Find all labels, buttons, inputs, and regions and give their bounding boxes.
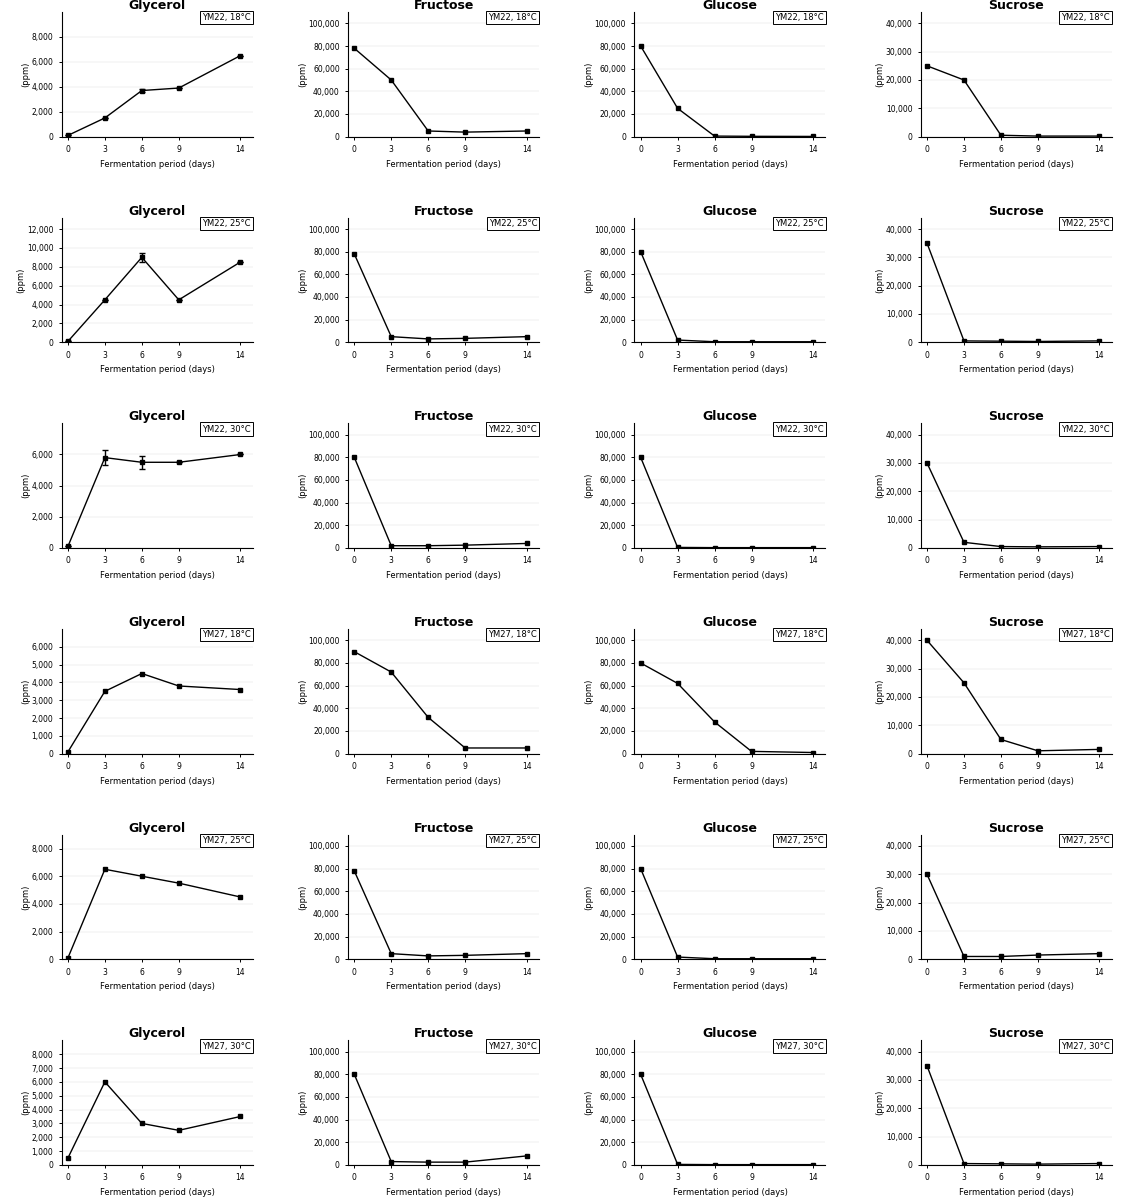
X-axis label: Fermentation period (days): Fermentation period (days) [386, 777, 501, 785]
X-axis label: Fermentation period (days): Fermentation period (days) [386, 1188, 501, 1197]
Y-axis label: (ppm): (ppm) [876, 473, 885, 498]
Title: Glucose: Glucose [703, 204, 757, 217]
X-axis label: Fermentation period (days): Fermentation period (days) [959, 365, 1074, 375]
Text: YM27, 18°C: YM27, 18°C [775, 631, 823, 639]
Y-axis label: (ppm): (ppm) [584, 679, 593, 704]
Title: Glucose: Glucose [703, 1027, 757, 1040]
Y-axis label: (ppm): (ppm) [584, 473, 593, 498]
Y-axis label: (ppm): (ppm) [21, 1091, 30, 1116]
X-axis label: Fermentation period (days): Fermentation period (days) [673, 160, 787, 168]
Title: Glucose: Glucose [703, 616, 757, 629]
Text: YM22, 30°C: YM22, 30°C [489, 425, 537, 434]
Text: YM27, 18°C: YM27, 18°C [1061, 631, 1110, 639]
X-axis label: Fermentation period (days): Fermentation period (days) [673, 1188, 787, 1197]
X-axis label: Fermentation period (days): Fermentation period (days) [100, 365, 214, 375]
Title: Sucrose: Sucrose [988, 204, 1044, 217]
X-axis label: Fermentation period (days): Fermentation period (days) [386, 982, 501, 991]
Text: YM27, 30°C: YM27, 30°C [202, 1041, 250, 1051]
Y-axis label: (ppm): (ppm) [876, 884, 885, 909]
Text: YM22, 30°C: YM22, 30°C [202, 425, 250, 434]
Text: YM27, 25°C: YM27, 25°C [775, 836, 823, 846]
Text: YM22, 18°C: YM22, 18°C [489, 13, 537, 23]
X-axis label: Fermentation period (days): Fermentation period (days) [673, 365, 787, 375]
Y-axis label: (ppm): (ppm) [584, 884, 593, 909]
X-axis label: Fermentation period (days): Fermentation period (days) [959, 160, 1074, 168]
X-axis label: Fermentation period (days): Fermentation period (days) [100, 1188, 214, 1197]
Text: YM22, 25°C: YM22, 25°C [1061, 219, 1110, 228]
Title: Glucose: Glucose [703, 411, 757, 423]
X-axis label: Fermentation period (days): Fermentation period (days) [386, 160, 501, 168]
Y-axis label: (ppm): (ppm) [298, 884, 307, 909]
Y-axis label: (ppm): (ppm) [876, 679, 885, 704]
Y-axis label: (ppm): (ppm) [21, 61, 30, 86]
Text: YM27, 18°C: YM27, 18°C [489, 631, 537, 639]
Text: YM22, 18°C: YM22, 18°C [202, 13, 250, 23]
Text: YM27, 25°C: YM27, 25°C [202, 836, 250, 846]
Title: Fructose: Fructose [413, 411, 474, 423]
Y-axis label: (ppm): (ppm) [584, 268, 593, 293]
Text: YM22, 25°C: YM22, 25°C [202, 219, 250, 228]
Title: Fructose: Fructose [413, 821, 474, 835]
Text: YM27, 30°C: YM27, 30°C [1061, 1041, 1110, 1051]
Title: Sucrose: Sucrose [988, 616, 1044, 629]
X-axis label: Fermentation period (days): Fermentation period (days) [100, 982, 214, 991]
Title: Sucrose: Sucrose [988, 821, 1044, 835]
Title: Sucrose: Sucrose [988, 1027, 1044, 1040]
X-axis label: Fermentation period (days): Fermentation period (days) [959, 982, 1074, 991]
Y-axis label: (ppm): (ppm) [21, 884, 30, 909]
X-axis label: Fermentation period (days): Fermentation period (days) [386, 365, 501, 375]
Text: YM22, 30°C: YM22, 30°C [775, 425, 823, 434]
Y-axis label: (ppm): (ppm) [17, 268, 26, 293]
Y-axis label: (ppm): (ppm) [584, 1091, 593, 1116]
Y-axis label: (ppm): (ppm) [21, 473, 30, 498]
Y-axis label: (ppm): (ppm) [298, 268, 307, 293]
Text: YM22, 25°C: YM22, 25°C [489, 219, 537, 228]
Text: YM27, 18°C: YM27, 18°C [202, 631, 250, 639]
X-axis label: Fermentation period (days): Fermentation period (days) [959, 777, 1074, 785]
Text: YM22, 30°C: YM22, 30°C [1061, 425, 1110, 434]
Text: YM22, 18°C: YM22, 18°C [1061, 13, 1110, 23]
Text: YM27, 25°C: YM27, 25°C [489, 836, 537, 846]
Title: Fructose: Fructose [413, 616, 474, 629]
X-axis label: Fermentation period (days): Fermentation period (days) [959, 570, 1074, 580]
Title: Fructose: Fructose [413, 0, 474, 12]
Text: YM22, 18°C: YM22, 18°C [775, 13, 823, 23]
Title: Glycerol: Glycerol [129, 1027, 185, 1040]
Y-axis label: (ppm): (ppm) [584, 61, 593, 86]
X-axis label: Fermentation period (days): Fermentation period (days) [100, 570, 214, 580]
Text: YM22, 25°C: YM22, 25°C [775, 219, 823, 228]
Title: Fructose: Fructose [413, 1027, 474, 1040]
Title: Glucose: Glucose [703, 821, 757, 835]
Y-axis label: (ppm): (ppm) [876, 61, 885, 86]
Title: Glycerol: Glycerol [129, 204, 185, 217]
X-axis label: Fermentation period (days): Fermentation period (days) [100, 160, 214, 168]
Y-axis label: (ppm): (ppm) [21, 679, 30, 704]
Y-axis label: (ppm): (ppm) [298, 473, 307, 498]
Text: YM27, 25°C: YM27, 25°C [1061, 836, 1110, 846]
X-axis label: Fermentation period (days): Fermentation period (days) [100, 777, 214, 785]
X-axis label: Fermentation period (days): Fermentation period (days) [673, 982, 787, 991]
Title: Fructose: Fructose [413, 204, 474, 217]
Text: YM27, 30°C: YM27, 30°C [489, 1041, 537, 1051]
Title: Glycerol: Glycerol [129, 0, 185, 12]
Y-axis label: (ppm): (ppm) [876, 268, 885, 293]
Title: Glycerol: Glycerol [129, 411, 185, 423]
Y-axis label: (ppm): (ppm) [298, 679, 307, 704]
Title: Glycerol: Glycerol [129, 821, 185, 835]
X-axis label: Fermentation period (days): Fermentation period (days) [673, 570, 787, 580]
Text: YM27, 30°C: YM27, 30°C [775, 1041, 823, 1051]
X-axis label: Fermentation period (days): Fermentation period (days) [959, 1188, 1074, 1197]
X-axis label: Fermentation period (days): Fermentation period (days) [673, 777, 787, 785]
Y-axis label: (ppm): (ppm) [298, 61, 307, 86]
Title: Glycerol: Glycerol [129, 616, 185, 629]
Title: Sucrose: Sucrose [988, 0, 1044, 12]
Title: Sucrose: Sucrose [988, 411, 1044, 423]
Title: Glucose: Glucose [703, 0, 757, 12]
Y-axis label: (ppm): (ppm) [876, 1091, 885, 1116]
X-axis label: Fermentation period (days): Fermentation period (days) [386, 570, 501, 580]
Y-axis label: (ppm): (ppm) [298, 1091, 307, 1116]
